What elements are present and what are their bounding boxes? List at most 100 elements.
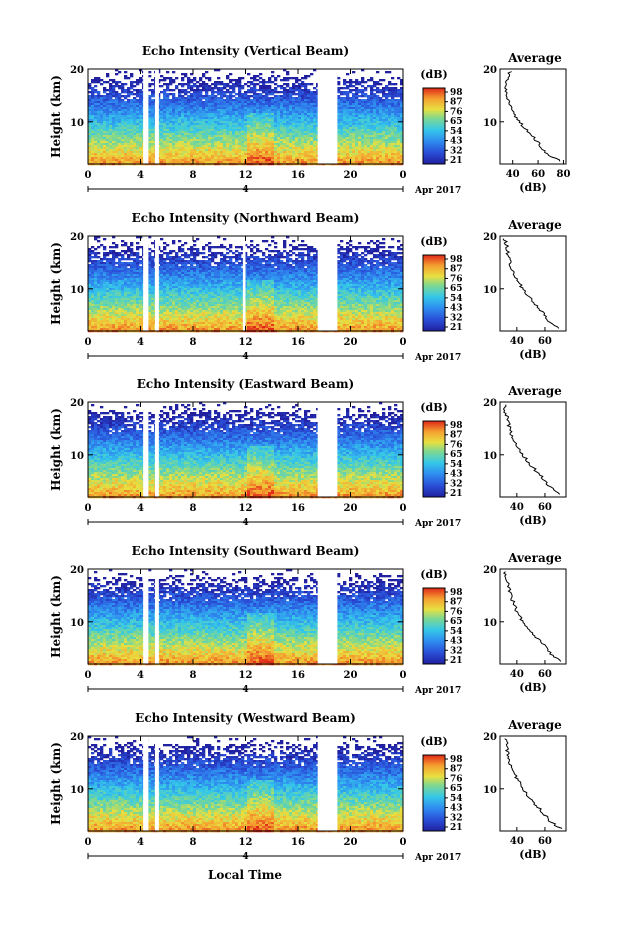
y-tick-label: 10 xyxy=(70,618,84,629)
colorbar-tick-label: 21 xyxy=(450,656,463,666)
y-axis-label: Height (km) xyxy=(49,742,63,825)
colorbar-label: (dB) xyxy=(420,235,447,248)
panel-title: Echo Intensity (Westward Beam) xyxy=(135,711,356,725)
x-tick-label: 20 xyxy=(344,670,358,681)
x-tick-label: 0 xyxy=(400,337,407,348)
x-tick-label: 0 xyxy=(85,503,92,514)
colorbar-tick-label: 98 xyxy=(450,588,463,598)
colorbar-label: (dB) xyxy=(420,735,447,748)
panel-title: Echo Intensity (Southward Beam) xyxy=(132,544,360,558)
x-tick-label: 8 xyxy=(190,503,197,514)
profile-x-tick-label: 60 xyxy=(538,502,552,513)
colorbar-tick-label: 21 xyxy=(450,489,463,499)
x-tick-label: 20 xyxy=(344,503,358,514)
profile-title: Average xyxy=(507,218,562,232)
colorbar-tick-label: 21 xyxy=(450,323,463,333)
colorbar xyxy=(422,87,446,165)
x-tick-label: 4 xyxy=(137,337,144,348)
panel-2: Echo Intensity (Northward Beam) 10 20 Heigh… xyxy=(49,211,567,363)
date-label: 4 xyxy=(242,852,248,862)
colorbar-tick-label: 54 xyxy=(450,794,463,804)
profile-y-tick-label: 10 xyxy=(483,285,497,296)
data-gap xyxy=(317,69,338,164)
profile-x-label: (dB) xyxy=(519,181,546,194)
month-label: Apr 2017 xyxy=(414,853,461,863)
colorbar-tick-label: 43 xyxy=(450,137,463,147)
profile-x-tick-label: 60 xyxy=(538,336,552,347)
y-tick-label: 10 xyxy=(70,118,84,129)
data-gap xyxy=(143,569,149,664)
colorbar-tick-label: 76 xyxy=(450,440,463,450)
y-tick-label: 10 xyxy=(70,785,84,796)
colorbar-tick-label: 32 xyxy=(450,479,463,489)
x-tick-label: 16 xyxy=(291,503,305,514)
month-label: Apr 2017 xyxy=(414,353,461,363)
colorbar-tick-label: 32 xyxy=(450,313,463,323)
profile-y-tick-label: 20 xyxy=(483,65,497,76)
colorbar-tick-label: 87 xyxy=(450,598,463,608)
x-tick-label: 12 xyxy=(239,337,253,348)
profile-title: Average xyxy=(507,551,562,565)
data-gap xyxy=(143,736,149,831)
month-label: Apr 2017 xyxy=(414,686,461,696)
x-tick-label: 0 xyxy=(85,837,92,848)
data-gap xyxy=(317,569,338,664)
x-tick-label: 20 xyxy=(344,337,358,348)
profile-x-tick-label: 60 xyxy=(538,836,552,847)
colorbar xyxy=(422,754,446,832)
x-tick-label: 12 xyxy=(239,837,253,848)
y-axis-label: Height (km) xyxy=(49,575,63,658)
x-tick-label: 4 xyxy=(137,837,144,848)
colorbar-tick-label: 43 xyxy=(450,804,463,814)
profile-y-tick-label: 20 xyxy=(483,232,497,243)
profile-x-label: (dB) xyxy=(519,848,546,861)
x-tick-label: 0 xyxy=(85,670,92,681)
profile-x-label: (dB) xyxy=(519,348,546,361)
profile-x-tick-label: 40 xyxy=(510,336,524,347)
profile-x-tick-label: 80 xyxy=(557,169,571,180)
profile-y-tick-label: 10 xyxy=(483,618,497,629)
x-tick-label: 4 xyxy=(137,503,144,514)
x-tick-label: 16 xyxy=(291,670,305,681)
y-axis-label: Height (km) xyxy=(49,408,63,491)
colorbar-tick-label: 54 xyxy=(450,460,463,470)
colorbar-tick-label: 98 xyxy=(450,755,463,765)
heatmap-field xyxy=(88,736,404,833)
colorbar xyxy=(422,420,446,498)
colorbar-tick-label: 65 xyxy=(450,117,463,127)
data-gap xyxy=(317,236,338,331)
x-tick-label: 12 xyxy=(239,503,253,514)
x-tick-label: 12 xyxy=(239,170,253,181)
profile-x-tick-label: 40 xyxy=(510,502,524,513)
data-gap xyxy=(154,402,159,497)
profile-y-tick-label: 10 xyxy=(483,785,497,796)
colorbar-tick-label: 98 xyxy=(450,88,463,98)
profile-title: Average xyxy=(507,384,562,398)
profile-y-tick-label: 10 xyxy=(483,118,497,129)
y-axis-label: Height (km) xyxy=(49,242,63,325)
profile-line xyxy=(504,71,561,162)
colorbar-tick-label: 43 xyxy=(450,470,463,480)
colorbar-tick-label: 98 xyxy=(450,421,463,431)
colorbar-tick-label: 32 xyxy=(450,146,463,156)
y-tick-label: 20 xyxy=(70,732,84,743)
colorbar-tick-label: 21 xyxy=(450,823,463,833)
panel-3: Echo Intensity (Eastward Beam) 10 20 Height… xyxy=(49,377,567,529)
y-tick-label: 20 xyxy=(70,398,84,409)
colorbar-tick-label: 54 xyxy=(450,127,463,137)
colorbar-tick-label: 76 xyxy=(450,107,463,117)
x-tick-label: 16 xyxy=(291,170,305,181)
y-tick-label: 10 xyxy=(70,451,84,462)
heatmap-field xyxy=(88,69,404,166)
x-tick-label: 0 xyxy=(400,503,407,514)
date-label: 4 xyxy=(242,185,248,195)
heatmap-field xyxy=(88,236,404,333)
x-tick-label: 0 xyxy=(85,337,92,348)
x-tick-label: 4 xyxy=(137,170,144,181)
colorbar-tick-label: 32 xyxy=(450,646,463,656)
profile-frame xyxy=(499,568,567,665)
y-tick-label: 20 xyxy=(70,232,84,243)
profile-line xyxy=(502,404,561,495)
data-gap xyxy=(317,736,338,831)
